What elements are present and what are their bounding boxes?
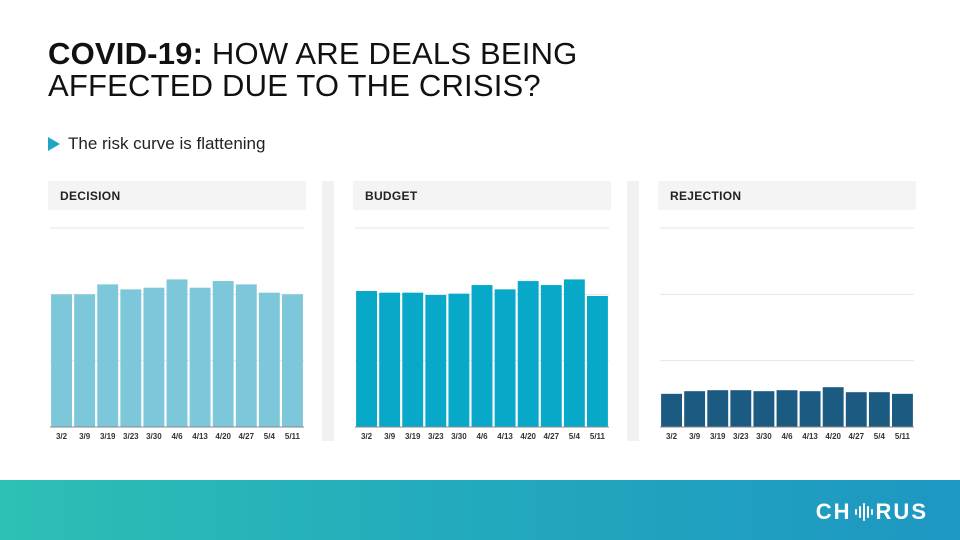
bar [684, 391, 706, 427]
bar [776, 390, 798, 427]
panel-divider [627, 181, 639, 441]
bar [356, 291, 377, 427]
bar [97, 284, 119, 427]
bar [471, 285, 493, 427]
chart-panel-budget: BUDGET 3/2 3/9 3/19 3/23 3/30 4/6 4/13 4/20 4/27… [353, 181, 611, 441]
x-tick-label: 4/6 [781, 432, 793, 441]
bar [258, 292, 280, 427]
bar [707, 390, 729, 427]
x-tick-label: 5/4 [569, 432, 581, 441]
bar [540, 285, 562, 427]
x-tick-label: 3/30 [756, 432, 772, 441]
x-tick-label: 4/20 [215, 432, 231, 441]
bar [661, 393, 682, 427]
x-tick-label: 4/6 [476, 432, 488, 441]
x-tick-label: 3/23 [428, 432, 444, 441]
x-tick-label: 3/9 [384, 432, 396, 441]
bar [494, 289, 516, 427]
x-tick-label: 3/9 [689, 432, 701, 441]
bar [563, 279, 585, 427]
chart-panel-decision: DECISION 3/2 3/9 3/19 3/23 3/30 4/6 4/13 4/20 4/… [48, 181, 306, 441]
x-tick-label: 5/11 [895, 432, 911, 441]
chart-title: REJECTION [670, 189, 742, 203]
x-tick-label: 3/30 [451, 432, 467, 441]
x-tick-label: 4/20 [825, 432, 841, 441]
bar [587, 295, 608, 427]
x-tick-label: 3/30 [146, 432, 162, 441]
x-tick-label: 3/23 [733, 432, 749, 441]
bar [282, 294, 303, 427]
chart-panel-rejection: REJECTION 3/2 3/9 3/19 3/23 3/30 4/6 4/13 4/20 4… [658, 181, 916, 441]
x-tick-label: 5/11 [285, 432, 301, 441]
bar [448, 293, 470, 427]
bar [868, 392, 890, 427]
title-rest: HOW ARE DEALS BEING AFFECTED DUE TO THE … [48, 36, 578, 103]
x-tick-label: 4/13 [192, 432, 208, 441]
title-bold: COVID-19: [48, 36, 204, 71]
x-tick-label: 3/23 [123, 432, 139, 441]
bar [74, 294, 96, 427]
bar-chart-rejection: 3/2 3/9 3/19 3/23 3/30 4/6 4/13 4/20 4/27 5/4 5/11 [660, 227, 914, 441]
x-tick-label: 3/9 [79, 432, 91, 441]
bullet-point: The risk curve is flattening [48, 134, 265, 154]
chorus-logo: CH RUS [816, 499, 928, 525]
bar [517, 281, 539, 427]
bar [799, 391, 821, 427]
bar-chart-decision: 3/2 3/9 3/19 3/23 3/30 4/6 4/13 4/20 4/27 5/4 5/11 [50, 227, 304, 441]
bar [845, 392, 867, 427]
soundwave-icon [854, 503, 874, 521]
x-tick-label: 3/2 [361, 432, 373, 441]
x-tick-label: 5/11 [590, 432, 606, 441]
x-tick-label: 4/20 [520, 432, 536, 441]
chart-title: BUDGET [365, 189, 418, 203]
bar [143, 287, 165, 427]
x-tick-label: 5/4 [264, 432, 276, 441]
x-tick-label: 3/19 [100, 432, 116, 441]
x-tick-label: 4/27 [848, 432, 864, 441]
x-tick-label: 5/4 [874, 432, 886, 441]
bar [51, 294, 72, 427]
chart-header: REJECTION [658, 181, 916, 210]
x-tick-label: 3/2 [56, 432, 68, 441]
bar [120, 289, 142, 427]
bar [166, 279, 188, 427]
bar-chart-budget: 3/2 3/9 3/19 3/23 3/30 4/6 4/13 4/20 4/27 5/4 5/11 [355, 227, 609, 441]
chart-header: BUDGET [353, 181, 611, 210]
bar [212, 281, 234, 427]
x-tick-label: 4/27 [543, 432, 559, 441]
footer-band: CH RUS [0, 480, 960, 540]
x-tick-label: 4/13 [802, 432, 818, 441]
x-tick-label: 4/27 [238, 432, 254, 441]
bar [730, 390, 752, 427]
slide-title: COVID-19: HOW ARE DEALS BEING AFFECTED D… [48, 38, 748, 102]
bar [753, 391, 775, 427]
x-tick-label: 3/19 [710, 432, 726, 441]
x-tick-label: 4/6 [171, 432, 183, 441]
triangle-bullet-icon [48, 137, 60, 151]
chart-title: DECISION [60, 189, 121, 203]
panel-divider [322, 181, 334, 441]
logo-text-right: RUS [875, 499, 928, 524]
bullet-text: The risk curve is flattening [68, 134, 266, 153]
bar [425, 294, 447, 427]
logo-text-left: CH [815, 499, 852, 524]
x-tick-label: 3/19 [405, 432, 421, 441]
bar [235, 284, 257, 427]
chart-header: DECISION [48, 181, 306, 210]
bar [189, 287, 211, 427]
bar [892, 393, 913, 427]
bar [379, 292, 401, 427]
bar [402, 292, 424, 427]
bar [822, 387, 844, 427]
x-tick-label: 4/13 [497, 432, 513, 441]
x-tick-label: 3/2 [666, 432, 678, 441]
